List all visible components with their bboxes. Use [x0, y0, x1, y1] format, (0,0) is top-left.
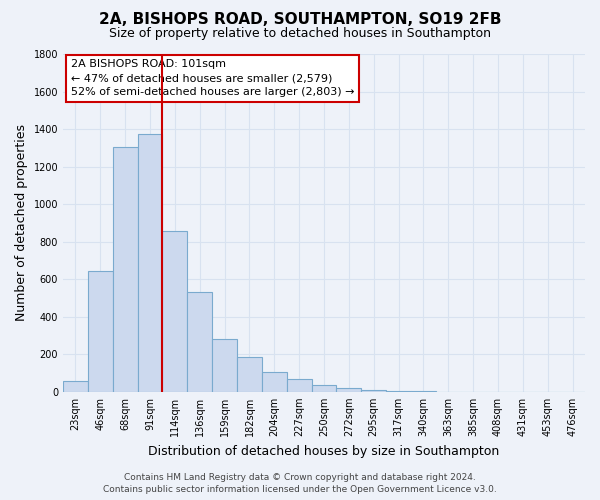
Bar: [187, 292, 212, 392]
Bar: [63, 382, 88, 392]
Text: 2A, BISHOPS ROAD, SOUTHAMPTON, SO19 2FB: 2A, BISHOPS ROAD, SOUTHAMPTON, SO19 2FB: [99, 12, 501, 28]
Bar: [212, 340, 237, 392]
Text: Contains HM Land Registry data © Crown copyright and database right 2024.
Contai: Contains HM Land Registry data © Crown c…: [103, 472, 497, 494]
Bar: [337, 388, 361, 392]
Bar: [262, 372, 287, 392]
Bar: [237, 357, 262, 392]
Bar: [411, 391, 436, 392]
Text: 2A BISHOPS ROAD: 101sqm
← 47% of detached houses are smaller (2,579)
52% of semi: 2A BISHOPS ROAD: 101sqm ← 47% of detache…: [71, 59, 355, 97]
Text: Size of property relative to detached houses in Southampton: Size of property relative to detached ho…: [109, 28, 491, 40]
Bar: [386, 391, 411, 392]
Bar: [311, 385, 337, 392]
Y-axis label: Number of detached properties: Number of detached properties: [15, 124, 28, 322]
Bar: [361, 390, 386, 392]
Bar: [88, 271, 113, 392]
Bar: [287, 379, 311, 392]
Bar: [163, 232, 187, 392]
Bar: [113, 147, 137, 392]
Bar: [137, 134, 163, 392]
X-axis label: Distribution of detached houses by size in Southampton: Distribution of detached houses by size …: [148, 444, 500, 458]
